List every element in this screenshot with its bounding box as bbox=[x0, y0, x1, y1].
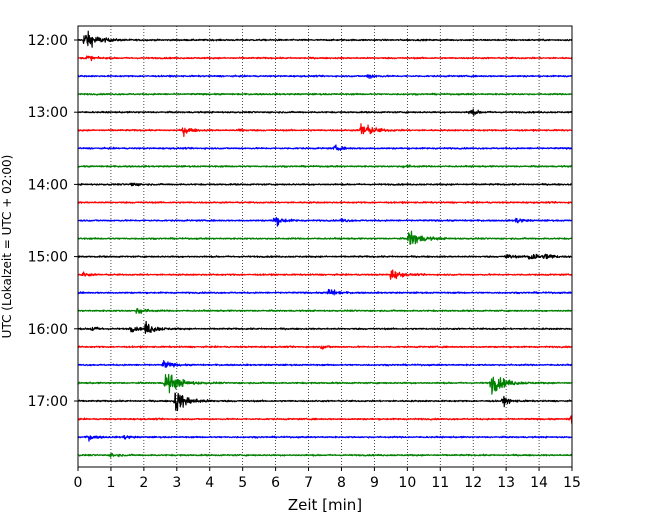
trace-1745 bbox=[77, 452, 573, 458]
trace-1515 bbox=[77, 269, 573, 280]
trace-1730 bbox=[77, 434, 573, 442]
y-tick-label: 16:00 bbox=[28, 322, 68, 338]
trace-1630 bbox=[77, 360, 573, 368]
trace-1330 bbox=[77, 144, 573, 152]
trace-1445 bbox=[77, 230, 573, 245]
x-axis-label: Zeit [min] bbox=[288, 496, 362, 514]
x-tick-label: 15 bbox=[563, 475, 581, 491]
x-tick-label: 8 bbox=[337, 475, 346, 491]
trace-1700 bbox=[77, 392, 573, 412]
trace-1715 bbox=[77, 415, 573, 424]
x-tick-label: 2 bbox=[139, 475, 148, 491]
x-tick-label: 4 bbox=[205, 475, 214, 491]
y-tick-label: 13:00 bbox=[28, 105, 68, 121]
x-tick-label: 10 bbox=[398, 475, 416, 491]
y-tick-label: 15:00 bbox=[28, 250, 68, 266]
trace-1300 bbox=[77, 108, 573, 116]
trace-1500 bbox=[77, 253, 573, 260]
x-tick-label: 0 bbox=[74, 475, 83, 491]
trace-1345 bbox=[77, 164, 573, 169]
seismic-traces bbox=[77, 30, 573, 458]
x-tick-label: 11 bbox=[431, 475, 449, 491]
y-tick-label: 14:00 bbox=[28, 177, 68, 193]
y-tick-label: 17:00 bbox=[28, 394, 68, 410]
trace-1600 bbox=[77, 320, 573, 334]
x-tick-label: 14 bbox=[530, 475, 548, 491]
x-tick-label: 13 bbox=[497, 475, 515, 491]
trace-1200 bbox=[77, 30, 573, 48]
trace-1415 bbox=[77, 200, 573, 205]
y-axis-label: UTC (Lokalzeit = UTC + 02:00) bbox=[0, 155, 14, 339]
y-axis-ticks: 12:00 13:00 14:00 15:00 16:00 17:00 bbox=[28, 33, 78, 410]
x-tick-label: 1 bbox=[106, 475, 115, 491]
x-tick-label: 12 bbox=[464, 475, 482, 491]
trace-1230 bbox=[77, 74, 573, 79]
x-tick-label: 3 bbox=[172, 475, 181, 491]
trace-1315 bbox=[77, 123, 573, 138]
trace-1400 bbox=[77, 182, 573, 187]
y-tick-label: 12:00 bbox=[28, 33, 68, 49]
trace-1615 bbox=[77, 345, 573, 350]
trace-1215 bbox=[77, 55, 573, 62]
trace-1430 bbox=[77, 216, 573, 227]
x-tick-label: 9 bbox=[370, 475, 379, 491]
x-tick-label: 7 bbox=[304, 475, 313, 491]
trace-1545 bbox=[77, 308, 573, 315]
trace-1245 bbox=[77, 92, 573, 96]
x-tick-label: 6 bbox=[271, 475, 280, 491]
x-axis-ticks: 0 1 2 3 4 5 6 7 8 9 10 11 12 13 14 15 bbox=[74, 467, 581, 491]
plot-frame bbox=[77, 25, 573, 468]
trace-1645 bbox=[77, 373, 573, 395]
x-tick-label: 5 bbox=[238, 475, 247, 491]
trace-1530 bbox=[77, 288, 573, 296]
